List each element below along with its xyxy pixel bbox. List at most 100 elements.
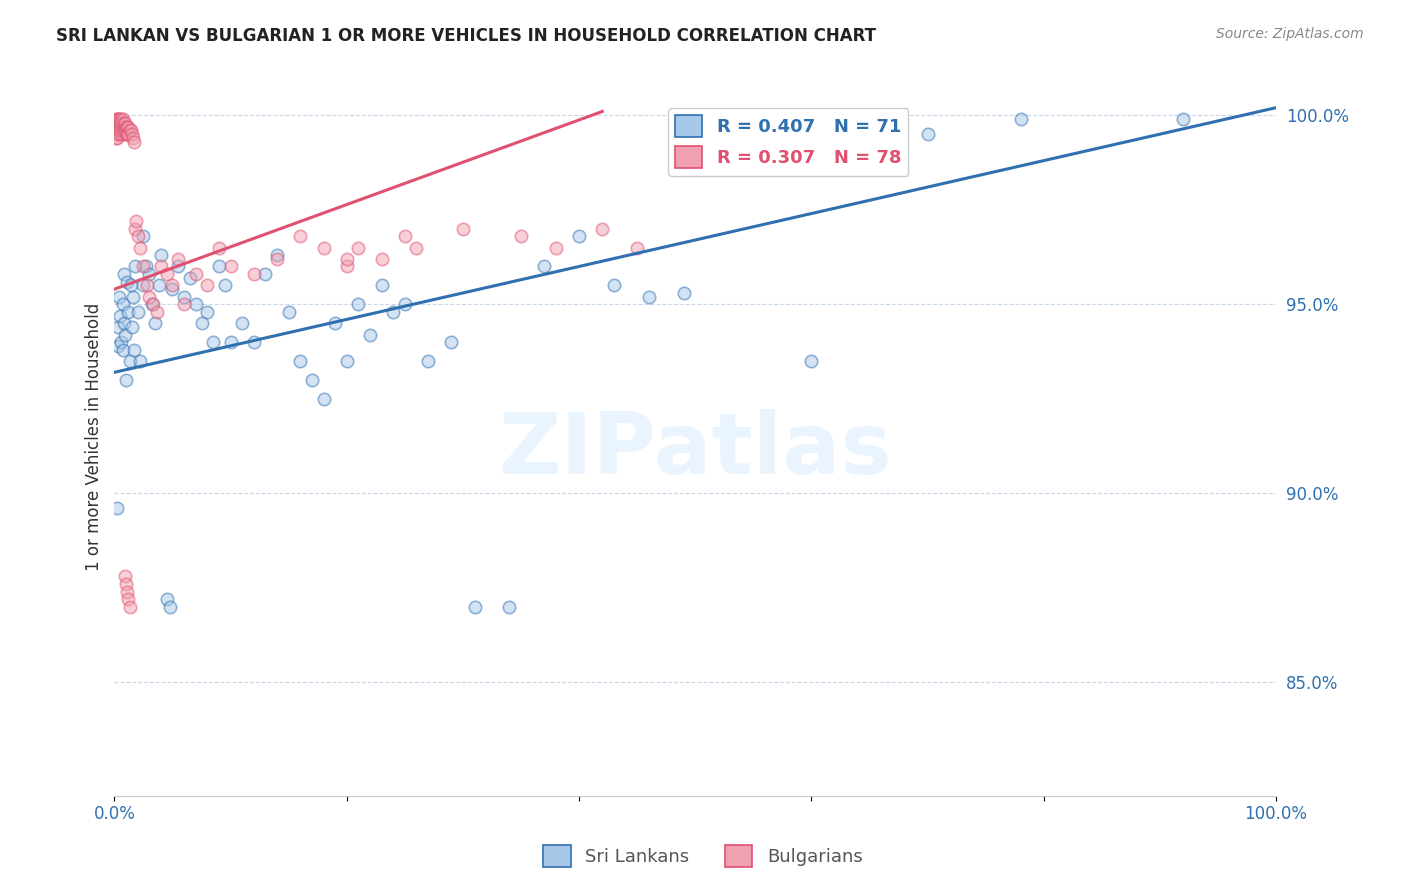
Point: [243, 335, 266, 350]
Point: [108, 112, 131, 126]
Point: [143, 316, 166, 330]
Point: [359, 327, 381, 342]
Point: [104, 120, 127, 134]
Point: [184, 297, 207, 311]
Point: [290, 354, 312, 368]
Point: [208, 241, 231, 255]
Point: [117, 127, 139, 141]
Point: [105, 112, 128, 126]
Point: [107, 116, 129, 130]
Point: [254, 267, 277, 281]
Point: [121, 127, 143, 141]
Point: [416, 354, 439, 368]
Point: [136, 278, 159, 293]
Point: [219, 260, 242, 274]
Point: [370, 278, 392, 293]
Point: [104, 116, 127, 130]
Point: [108, 116, 131, 130]
Y-axis label: 1 or more Vehicles in Household: 1 or more Vehicles in Household: [86, 302, 103, 571]
Point: [266, 248, 288, 262]
Point: [112, 267, 135, 281]
Point: [111, 112, 134, 126]
Point: [167, 260, 190, 274]
Point: [336, 252, 359, 266]
Point: [115, 373, 138, 387]
Point: [127, 305, 149, 319]
Point: [104, 123, 127, 137]
Point: [108, 290, 131, 304]
Point: [138, 290, 160, 304]
Point: [510, 229, 533, 244]
Point: [110, 309, 132, 323]
Point: [105, 116, 128, 130]
Point: [277, 305, 299, 319]
Point: [312, 241, 335, 255]
Point: [105, 501, 128, 516]
Point: [114, 116, 136, 130]
Point: [135, 260, 157, 274]
Point: [214, 278, 236, 293]
Point: [1173, 112, 1195, 126]
Point: [107, 112, 129, 126]
Point: [107, 120, 129, 134]
Point: [162, 278, 184, 293]
Point: [440, 335, 463, 350]
Point: [243, 267, 266, 281]
Point: [115, 120, 138, 134]
Point: [382, 305, 405, 319]
Point: [114, 123, 136, 137]
Point: [544, 241, 567, 255]
Point: [451, 221, 474, 235]
Point: [122, 135, 145, 149]
Point: [195, 278, 218, 293]
Text: SRI LANKAN VS BULGARIAN 1 OR MORE VEHICLES IN HOUSEHOLD CORRELATION CHART: SRI LANKAN VS BULGARIAN 1 OR MORE VEHICL…: [56, 27, 876, 45]
Point: [115, 577, 138, 591]
Point: [118, 599, 141, 614]
Point: [114, 569, 136, 583]
Point: [114, 327, 136, 342]
Point: [336, 354, 359, 368]
Point: [104, 112, 127, 126]
Point: [124, 260, 146, 274]
Point: [231, 316, 253, 330]
Point: [118, 123, 141, 137]
Point: [120, 278, 142, 293]
Point: [120, 123, 142, 137]
Point: [533, 260, 555, 274]
Point: [323, 316, 346, 330]
Point: [173, 297, 195, 311]
Text: Source: ZipAtlas.com: Source: ZipAtlas.com: [1216, 27, 1364, 41]
Point: [115, 275, 138, 289]
Legend: Sri Lankans, Bulgarians: Sri Lankans, Bulgarians: [536, 838, 870, 874]
Point: [405, 241, 427, 255]
Point: [149, 260, 172, 274]
Point: [159, 599, 181, 614]
Point: [336, 260, 359, 274]
Point: [110, 116, 132, 130]
Point: [122, 343, 145, 357]
Point: [394, 229, 416, 244]
Point: [266, 252, 288, 266]
Point: [124, 221, 146, 235]
Point: [132, 278, 155, 293]
Legend: R = 0.407   N = 71, R = 0.307   N = 78: R = 0.407 N = 71, R = 0.307 N = 78: [668, 108, 908, 176]
Text: ZIPatlas: ZIPatlas: [498, 409, 893, 492]
Point: [115, 127, 138, 141]
Point: [115, 120, 138, 134]
Point: [105, 131, 128, 145]
Point: [110, 112, 132, 126]
Point: [104, 131, 127, 145]
Point: [107, 339, 129, 353]
Point: [301, 373, 323, 387]
Point: [107, 320, 129, 334]
Point: [117, 305, 139, 319]
Point: [148, 278, 170, 293]
Point: [115, 127, 138, 141]
Point: [195, 305, 218, 319]
Point: [626, 241, 648, 255]
Point: [184, 267, 207, 281]
Point: [138, 267, 160, 281]
Point: [156, 592, 179, 607]
Point: [603, 278, 626, 293]
Point: [179, 270, 201, 285]
